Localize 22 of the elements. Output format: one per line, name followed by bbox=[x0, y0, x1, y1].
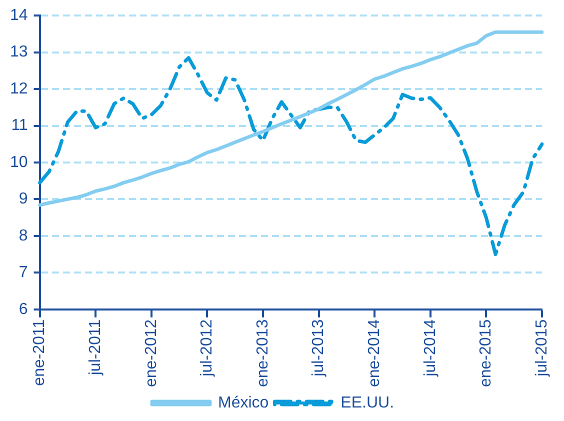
x-tick-label: jul-2014 bbox=[422, 319, 439, 378]
y-tick-label: 6 bbox=[18, 300, 28, 318]
line-series bbox=[38, 56, 544, 256]
x-tick-label: ene-2011 bbox=[31, 319, 48, 386]
x-tick-label: ene-2014 bbox=[366, 319, 384, 388]
y-tick-label: 8 bbox=[18, 227, 28, 244]
y-tick-label: 11 bbox=[11, 117, 28, 134]
y-tick-label: 12 bbox=[10, 80, 28, 98]
y-tick-label: 14 bbox=[10, 7, 28, 24]
x-tick-label: jul-2015 bbox=[533, 319, 550, 378]
x-tick-label: ene-2015 bbox=[478, 319, 495, 388]
legend-label: México bbox=[218, 394, 269, 412]
y-tick-label: 13 bbox=[10, 44, 28, 61]
x-tick-label: jul-2013 bbox=[310, 319, 328, 378]
x-tick-label: jul-2011 bbox=[87, 319, 104, 376]
x-tick-label: ene-2013 bbox=[254, 319, 272, 388]
y-tick-label: 10 bbox=[10, 154, 28, 171]
x-tick-label: ene-2012 bbox=[142, 319, 160, 388]
y-tick-label: 7 bbox=[18, 264, 28, 282]
legend-label: EE.UU. bbox=[340, 394, 394, 412]
x-tick-label: jul-2012 bbox=[198, 319, 216, 378]
y-tick-label: 9 bbox=[18, 190, 28, 208]
